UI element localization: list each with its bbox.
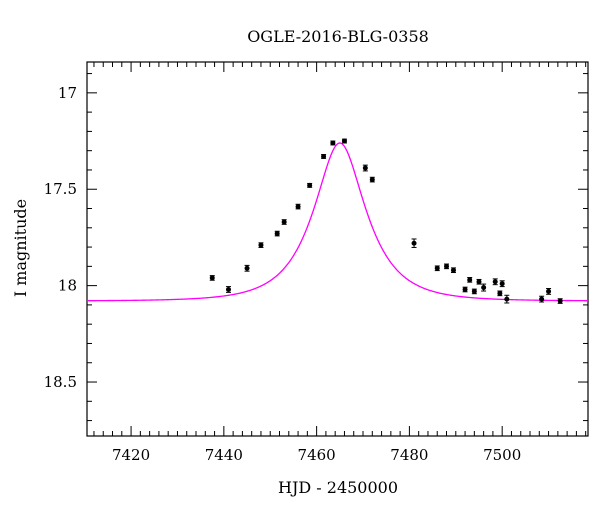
plot-frame <box>86 61 589 437</box>
data-marker <box>539 296 545 302</box>
data-marker <box>471 288 477 294</box>
data-point <box>444 263 450 270</box>
data-point <box>434 265 440 272</box>
data-point <box>471 288 477 295</box>
data-point <box>462 286 468 293</box>
data-point <box>341 138 347 144</box>
data-marker <box>434 265 440 271</box>
model-curve <box>87 142 589 302</box>
data-point <box>411 238 417 248</box>
x-tick-label: 7440 <box>205 446 243 464</box>
x-axis-label: HJD - 2450000 <box>278 478 398 497</box>
data-marker <box>444 263 450 269</box>
data-point <box>557 298 563 304</box>
x-tick-label: 7420 <box>112 446 150 464</box>
x-tick-label: 7480 <box>390 446 428 464</box>
data-marker <box>209 275 215 281</box>
data-marker <box>321 153 327 159</box>
data-point <box>225 286 231 293</box>
data-point <box>330 140 336 146</box>
data-marker <box>274 231 280 237</box>
data-marker <box>225 286 231 292</box>
data-point <box>369 176 375 183</box>
data-point <box>481 283 487 292</box>
data-point <box>476 278 482 285</box>
y-tick-label: 18 <box>58 277 77 295</box>
data-point <box>295 203 301 210</box>
data-point <box>497 290 503 297</box>
data-marker <box>295 204 301 210</box>
data-marker <box>497 290 503 296</box>
data-marker <box>557 298 563 304</box>
data-point <box>209 275 215 281</box>
chart-title: OGLE-2016-BLG-0358 <box>247 27 429 46</box>
data-point <box>539 295 545 303</box>
plot-area: 7420 7440 7460 7480 7500 17 17.5 18 18.5 <box>44 61 589 464</box>
x-tick-label: 7460 <box>298 446 336 464</box>
data-marker <box>362 165 368 171</box>
data-point <box>274 230 280 237</box>
data-marker <box>411 240 417 246</box>
x-tick-label: 7500 <box>483 446 521 464</box>
data-marker <box>546 288 552 294</box>
data-marker <box>467 277 473 283</box>
data-point <box>362 164 368 172</box>
data-point <box>281 219 287 225</box>
data-marker <box>307 182 313 188</box>
data-marker <box>504 296 510 302</box>
data-marker <box>369 177 375 183</box>
y-tick-label: 18.5 <box>44 373 77 391</box>
data-marker <box>476 279 482 285</box>
data-marker <box>341 138 347 144</box>
data-point <box>244 264 250 272</box>
data-point <box>499 280 505 288</box>
y-tick-label: 17.5 <box>44 180 77 198</box>
data-marker <box>450 267 456 273</box>
data-point <box>492 278 498 286</box>
data-marker <box>462 286 468 292</box>
data-point <box>504 294 510 304</box>
data-marker <box>258 242 264 248</box>
data-point <box>307 182 313 188</box>
data-marker <box>492 279 498 285</box>
data-marker <box>281 219 287 225</box>
data-marker <box>330 140 336 146</box>
data-point <box>546 288 552 295</box>
data-point <box>258 242 264 248</box>
data-point <box>450 267 456 274</box>
data-point <box>467 277 473 283</box>
data-point <box>321 153 327 159</box>
data-marker <box>244 265 250 271</box>
data-marker <box>499 281 505 287</box>
y-tick-label: 17 <box>58 84 77 102</box>
data-marker <box>481 285 487 291</box>
y-axis-label: I magnitude <box>11 199 30 297</box>
